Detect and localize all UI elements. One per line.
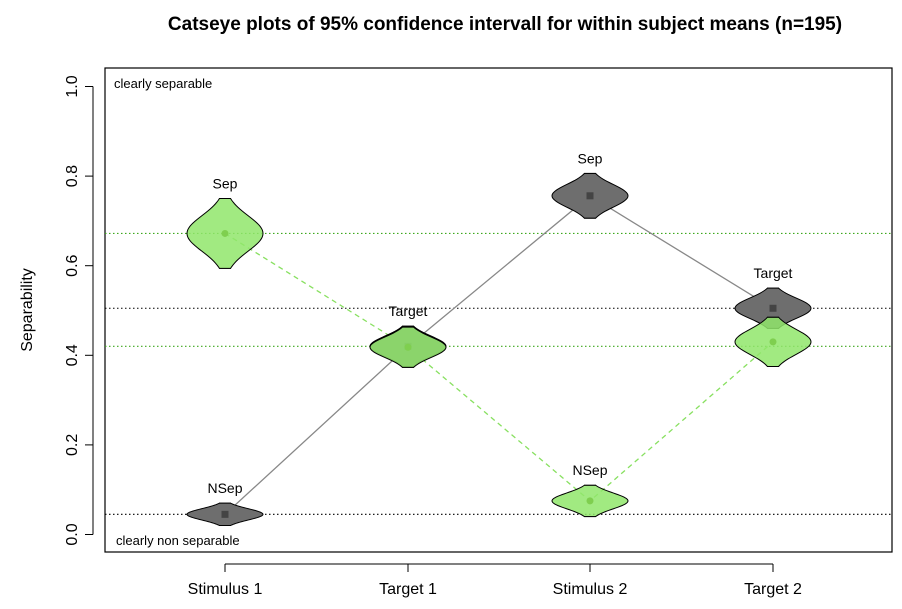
x-tick-label-3: Target 2 bbox=[744, 581, 802, 598]
point-s0-p2 bbox=[586, 192, 594, 200]
x-tick-label-2: Stimulus 2 bbox=[553, 581, 628, 598]
point-s1-p3 bbox=[769, 338, 777, 346]
y-tick-label-2: 0.4 bbox=[64, 344, 81, 366]
point-s0-p0 bbox=[221, 510, 229, 518]
point-label-s0-p1: Target bbox=[389, 303, 428, 319]
point-label-s0-p2: Sep bbox=[578, 150, 603, 166]
point-label-s0-p0: NSep bbox=[207, 480, 242, 496]
series-1-connector bbox=[224, 232, 774, 502]
y-axis-label: Separability bbox=[19, 268, 36, 352]
point-label-s1-p2: NSep bbox=[572, 462, 607, 478]
x-tick-label-1: Target 1 bbox=[379, 581, 437, 598]
point-s1-p2 bbox=[586, 497, 594, 505]
annotation-clearly-non-separable: clearly non separable bbox=[116, 533, 240, 548]
series-0-connector bbox=[224, 195, 774, 515]
annotation-clearly-separable: clearly separable bbox=[114, 76, 212, 91]
point-label-s0-p3: Target bbox=[754, 265, 793, 281]
x-tick-label-0: Stimulus 1 bbox=[188, 581, 263, 598]
y-tick-label-1: 0.2 bbox=[64, 434, 81, 456]
y-tick-label-0: 0.0 bbox=[64, 523, 81, 545]
y-tick-label-4: 0.8 bbox=[64, 165, 81, 187]
point-label-s1-p0: Sep bbox=[213, 176, 238, 192]
plot-frame bbox=[104, 67, 893, 553]
point-s0-p3 bbox=[769, 304, 777, 312]
y-tick-label-3: 0.6 bbox=[64, 254, 81, 276]
chart-title: Catseye plots of 95% confidence interval… bbox=[168, 14, 842, 35]
point-s1-p1 bbox=[404, 343, 412, 351]
point-s1-p0 bbox=[221, 229, 229, 237]
plot-area: 0.0 0.2 0.4 0.6 0.8 1.0 Stimulus 1 Target 1 Stim… bbox=[64, 67, 893, 598]
y-tick-label-5: 1.0 bbox=[64, 75, 81, 97]
